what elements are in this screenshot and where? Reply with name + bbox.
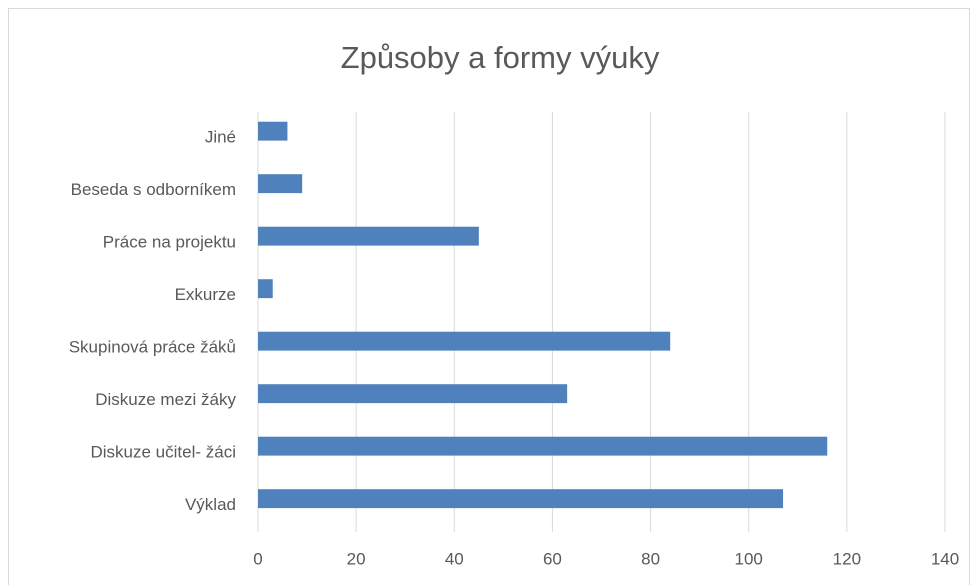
- bar: [258, 174, 303, 194]
- x-tick-label: 20: [347, 549, 366, 568]
- chart-border: [8, 8, 970, 585]
- x-tick-label: 80: [641, 549, 660, 568]
- chart-title: Způsoby a formy výuky: [341, 40, 660, 75]
- y-tick-label: Práce na projektu: [103, 233, 236, 252]
- y-tick-label: Diskuze mezi žáky: [95, 390, 236, 409]
- bar: [258, 436, 828, 456]
- bar: [258, 226, 479, 246]
- bar: [258, 384, 568, 404]
- x-tick-label: 120: [833, 549, 861, 568]
- y-tick-label: Jiné: [205, 128, 236, 147]
- y-tick-label: Beseda s odborníkem: [71, 180, 236, 199]
- x-tick-label: 100: [735, 549, 763, 568]
- x-tick-label: 60: [543, 549, 562, 568]
- x-tick-label: 140: [931, 549, 959, 568]
- y-tick-label: Výklad: [185, 495, 236, 514]
- x-tick-label: 40: [445, 549, 464, 568]
- bar: [258, 489, 784, 509]
- x-tick-label: 0: [253, 549, 262, 568]
- bar: [258, 331, 671, 351]
- y-tick-label: Exkurze: [175, 285, 236, 304]
- bar: [258, 279, 273, 299]
- bar: [258, 121, 288, 141]
- y-tick-label: Skupinová práce žáků: [69, 338, 236, 357]
- y-tick-label: Diskuze učitel- žáci: [91, 443, 237, 462]
